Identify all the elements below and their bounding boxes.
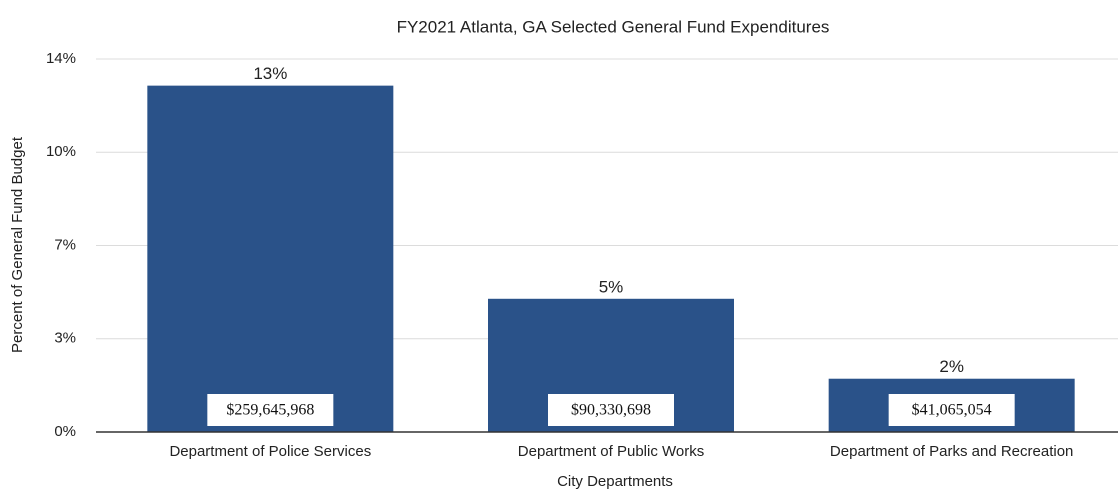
y-tick-label: 10% bbox=[46, 143, 76, 160]
value-label: 5% bbox=[599, 277, 624, 296]
amount-label: $41,065,054 bbox=[912, 402, 992, 419]
chart-title: FY2021 Atlanta, GA Selected General Fund… bbox=[397, 17, 830, 36]
bar bbox=[147, 85, 394, 433]
x-tick-label: Department of Parks and Recreation bbox=[830, 443, 1073, 460]
y-tick-label: 14% bbox=[46, 50, 76, 67]
y-tick-label: 7% bbox=[54, 236, 76, 253]
amount-box bbox=[888, 394, 1015, 426]
y-tick-label: 0% bbox=[54, 423, 76, 440]
y-tick-label: 3% bbox=[54, 330, 76, 347]
x-axis-title: City Departments bbox=[557, 473, 673, 490]
x-tick-label: Department of Public Works bbox=[518, 443, 704, 460]
amount-box bbox=[548, 394, 674, 426]
value-label: 13% bbox=[253, 64, 287, 83]
amount-box bbox=[207, 394, 334, 426]
amount-label: $90,330,698 bbox=[571, 402, 651, 419]
y-axis-title: Percent of General Fund Budget bbox=[9, 136, 26, 353]
amount-label: $259,645,968 bbox=[226, 402, 314, 419]
x-tick-label: Department of Police Services bbox=[169, 443, 371, 460]
value-label: 2% bbox=[939, 357, 964, 376]
